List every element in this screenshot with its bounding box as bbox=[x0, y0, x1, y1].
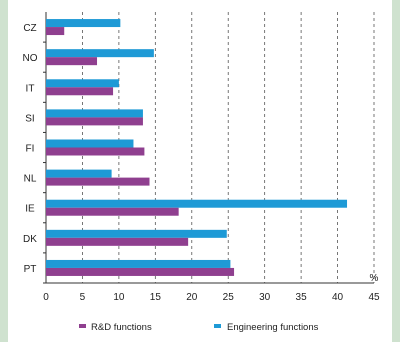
bar-engineering bbox=[46, 139, 134, 148]
x-tick-label: 15 bbox=[150, 292, 162, 303]
y-axis-labels: CZ NO IT SI FI NL IE DK PT bbox=[23, 23, 38, 275]
x-axis-labels: 0 5 10 15 20 25 30 35 40 45 bbox=[43, 292, 380, 303]
y-category-label: PT bbox=[24, 264, 37, 275]
y-category-label: CZ bbox=[23, 23, 36, 34]
x-tick-label: 45 bbox=[368, 292, 380, 303]
bar-rd bbox=[46, 207, 179, 216]
bar-engineering bbox=[46, 169, 112, 178]
x-tick-label: 30 bbox=[259, 292, 271, 303]
y-category-label: SI bbox=[25, 113, 34, 124]
x-axis-unit: % bbox=[370, 273, 379, 284]
bar-engineering bbox=[46, 199, 348, 208]
bar-rd bbox=[46, 267, 235, 276]
legend-label-rd: R&D functions bbox=[91, 322, 152, 333]
bar-engineering bbox=[46, 19, 121, 28]
legend: R&D functions Engineering functions bbox=[79, 322, 319, 333]
bar-rd bbox=[46, 87, 114, 96]
bar-engineering bbox=[46, 49, 154, 58]
x-tick-label: 25 bbox=[223, 292, 235, 303]
legend-swatch-eng bbox=[214, 324, 221, 328]
bar-rd bbox=[46, 57, 98, 66]
x-tick-label: 5 bbox=[80, 292, 86, 303]
y-category-label: IE bbox=[25, 204, 35, 215]
y-category-label: NO bbox=[23, 53, 38, 64]
y-category-label: DK bbox=[23, 234, 37, 245]
legend-swatch-rd bbox=[79, 324, 86, 328]
x-tick-label: 35 bbox=[296, 292, 308, 303]
bar-engineering bbox=[46, 229, 227, 238]
bar-rd bbox=[46, 177, 150, 186]
x-tick-label: 0 bbox=[43, 292, 49, 303]
bar-rd bbox=[46, 27, 65, 36]
bar-engineering bbox=[46, 79, 119, 88]
bar-rd bbox=[46, 147, 145, 156]
y-category-label: FI bbox=[26, 144, 35, 155]
bar-rd bbox=[46, 117, 143, 126]
bar-engineering bbox=[46, 259, 231, 268]
chart-bars bbox=[46, 19, 348, 276]
bar-engineering bbox=[46, 109, 143, 118]
y-category-label: IT bbox=[26, 83, 35, 94]
y-category-label: NL bbox=[24, 174, 37, 185]
x-tick-label: 40 bbox=[332, 292, 344, 303]
bar-rd bbox=[46, 237, 189, 246]
legend-label-eng: Engineering functions bbox=[227, 322, 319, 333]
x-tick-label: 20 bbox=[186, 292, 198, 303]
x-tick-label: 10 bbox=[113, 292, 125, 303]
